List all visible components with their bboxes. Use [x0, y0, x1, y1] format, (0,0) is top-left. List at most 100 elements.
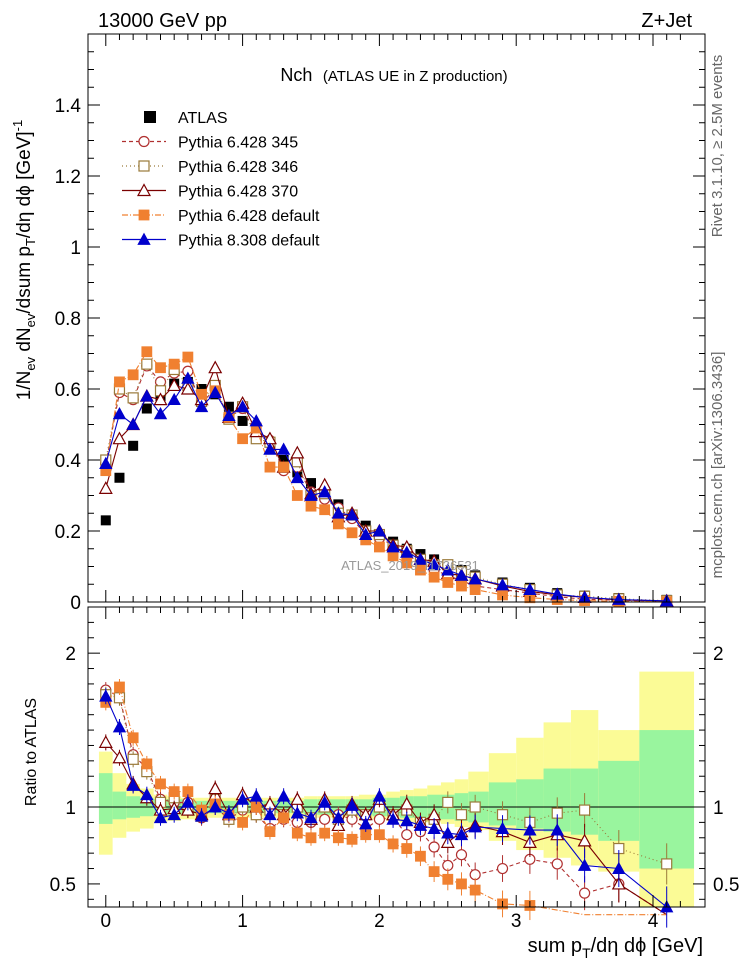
ratio-point-pythia-6-428-default	[264, 826, 276, 838]
ratio-point-pythia-8-308-default	[126, 778, 140, 791]
point-pythia-8-308-default	[454, 568, 469, 581]
ratio-point-pythia-8-308-default	[523, 823, 537, 836]
point-pythia-8-308-default	[126, 417, 140, 430]
title-sub: (ATLAS UE in Z production)	[323, 68, 508, 85]
ratio-ytick-label-right: 1	[713, 798, 724, 819]
ratio-point-pythia-8-308-default	[276, 789, 291, 802]
xtick-label: 4	[648, 911, 659, 932]
ratio-point-pythia-8-308-default	[427, 821, 441, 834]
point-pythia-6-428-default	[305, 500, 317, 512]
legend-entry-pythia-6-428-370: Pythia 6.428 370	[122, 183, 298, 201]
atlas-point	[141, 403, 152, 414]
ratio-point-pythia-6-428-default	[415, 850, 426, 862]
ratio-point-pythia-6-428-default	[401, 843, 413, 854]
main-ytick-label: 0.2	[55, 522, 81, 543]
ratio-point-pythia-6-428-370	[98, 735, 113, 748]
point-pythia-6-428-default	[469, 584, 481, 595]
main-y-ticks: 0 0.2 0.4 0.6 0.8 1 1.2 1.4	[55, 33, 705, 614]
point-pythia-6-428-default	[155, 362, 166, 374]
point-pythia-8-308-default	[495, 578, 510, 591]
xtick-label: 1	[237, 911, 248, 932]
ratio-point-pythia-8-308-default	[468, 820, 482, 833]
ratio-point-pythia-8-308-default	[454, 827, 469, 841]
ratio-ytick-label-left: 0.5	[50, 875, 76, 896]
atlas-point	[128, 440, 139, 451]
ratio-point-pythia-6-428-default	[237, 816, 248, 828]
point-pythia-6-428-default	[196, 388, 207, 400]
point-pythia-8-308-default	[386, 540, 400, 553]
point-pythia-6-428-default	[168, 358, 180, 370]
plot-title: Nch (ATLAS UE in Z production)	[280, 65, 507, 85]
main-x-ticks	[105, 34, 681, 602]
ratio-y-axis-label: Ratio to ATLAS	[23, 698, 40, 806]
ratio-frame	[87, 606, 706, 908]
ratio-point-pythia-8-308-default	[345, 798, 359, 811]
point-pythia-6-428-default	[332, 518, 344, 530]
ratio-point-pythia-6-428-default	[319, 827, 331, 839]
point-pythia-8-308-default	[140, 389, 154, 402]
ratio-point-pythia-8-308-default	[495, 821, 510, 834]
main-ytick-label: 0.4	[55, 451, 82, 472]
point-pythia-8-308-default	[249, 414, 263, 427]
point-pythia-8-308-default	[331, 506, 346, 519]
point-pythia-8-308-default	[372, 524, 387, 537]
point-pythia-8-308-default	[167, 392, 181, 406]
ratio-panel: 0.5 0.5 1 1 2 2 0 1 2 3 4 Ratio to ATLAS sum pT/d…	[23, 606, 739, 961]
legend-marker	[138, 160, 150, 172]
point-pythia-6-428-default	[442, 577, 454, 588]
ratio-point-pythia-6-428-345	[579, 887, 591, 899]
point-pythia-6-428-default	[456, 580, 467, 592]
stat-uncertainty-band	[98, 773, 113, 824]
ratio-point-pythia-8-308-default	[140, 787, 154, 801]
ratio-point-pythia-6-428-345	[428, 841, 440, 853]
point-pythia-6-428-346	[141, 358, 153, 370]
atlas-point	[305, 478, 316, 489]
legend-marker	[138, 135, 150, 148]
point-pythia-8-308-default	[235, 399, 250, 413]
point-pythia-8-308-default	[290, 470, 304, 484]
ratio-point-pythia-8-308-default	[222, 806, 236, 819]
point-pythia-8-308-default	[318, 485, 332, 498]
ratio-y-ticks: 0.5 0.5 1 1 2 2	[50, 606, 739, 900]
point-pythia-8-308-default	[181, 371, 195, 384]
legend-entry-atlas: ATLAS	[144, 110, 228, 127]
legend-entry-pythia-8-308-default: Pythia 8.308 default	[122, 233, 320, 250]
xtick-label: 3	[511, 911, 522, 932]
ratio-point-pythia-6-428-346	[579, 804, 591, 816]
point-pythia-8-308-default	[208, 385, 222, 398]
point-pythia-8-308-default	[263, 442, 277, 455]
point-pythia-6-428-default	[114, 376, 125, 388]
ratio-point-pythia-6-428-370	[290, 792, 305, 805]
rivet-label: Rivet 3.1.10, ≥ 2.5M events	[709, 55, 726, 238]
ratio-point-pythia-6-428-345	[455, 849, 468, 861]
ratio-point-pythia-6-428-default	[332, 832, 344, 844]
point-pythia-6-428-370	[208, 360, 223, 374]
point-pythia-8-308-default	[468, 572, 482, 585]
legend-marker	[138, 209, 150, 221]
ratio-point-pythia-6-428-default	[456, 878, 467, 890]
main-ytick-label: 1.2	[55, 167, 81, 188]
ratio-line-pythia-6-428-346	[105, 694, 667, 865]
point-pythia-8-308-default	[400, 545, 414, 558]
point-pythia-6-428-default	[319, 504, 331, 516]
ratio-point-pythia-8-308-default	[249, 789, 263, 802]
ratio-ytick-label-right: 2	[713, 644, 724, 665]
atlas-point	[100, 515, 111, 526]
series-pythia-8-308-default	[99, 371, 674, 607]
ratio-ytick-label-right: 0.5	[713, 875, 739, 896]
main-ytick-label: 1	[70, 238, 81, 259]
ratio-line-pythia-8-308-default	[105, 695, 668, 908]
ratio-point-pythia-8-308-default	[304, 810, 318, 824]
ratio-point-pythia-8-308-default	[372, 789, 387, 802]
ratio-point-pythia-6-428-345	[496, 862, 509, 875]
ratio-point-pythia-8-308-default	[400, 814, 414, 827]
legend-entry-pythia-6-428-346: Pythia 6.428 346	[122, 159, 298, 176]
ratio-point-pythia-6-428-default	[155, 778, 166, 790]
ratio-point-pythia-8-308-default	[318, 795, 332, 808]
point-pythia-6-428-default	[373, 541, 385, 553]
legend-label: Pythia 6.428 default	[178, 208, 320, 225]
legend-marker	[137, 232, 151, 245]
ratio-point-pythia-6-428-370	[399, 796, 414, 810]
main-ytick-label: 1.4	[55, 96, 82, 117]
